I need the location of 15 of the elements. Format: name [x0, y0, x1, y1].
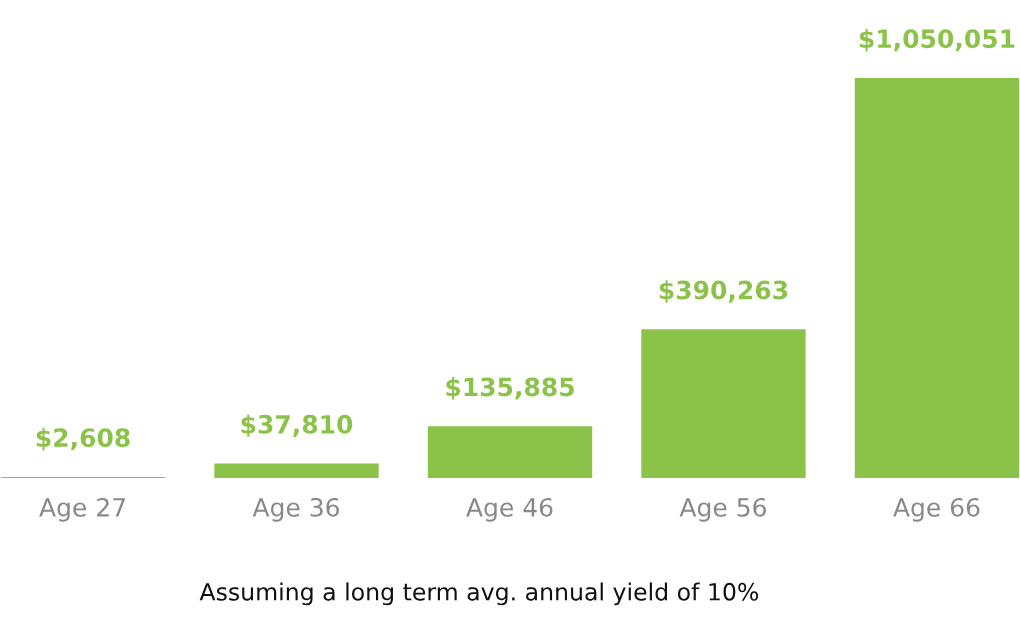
data-label: $2,608 [36, 427, 130, 451]
bar [427, 426, 593, 478]
data-label: $390,263 [659, 280, 788, 303]
bar [214, 463, 379, 478]
data-label: $135,885 [446, 377, 574, 400]
x-tick-label: Age 36 [252, 497, 339, 522]
bar [854, 78, 1020, 478]
x-tick-label: Age 27 [39, 497, 125, 522]
data-label: $37,810 [241, 414, 353, 438]
x-tick-label: Age 56 [679, 497, 766, 522]
bar [641, 329, 806, 478]
x-tick-label: Age 66 [893, 497, 980, 522]
text: Assuming a long term avg. annual yield of 10% [199, 582, 759, 606]
data-label: $1,050,051 [859, 28, 1015, 52]
x-tick-label: Age 46 [466, 497, 553, 522]
